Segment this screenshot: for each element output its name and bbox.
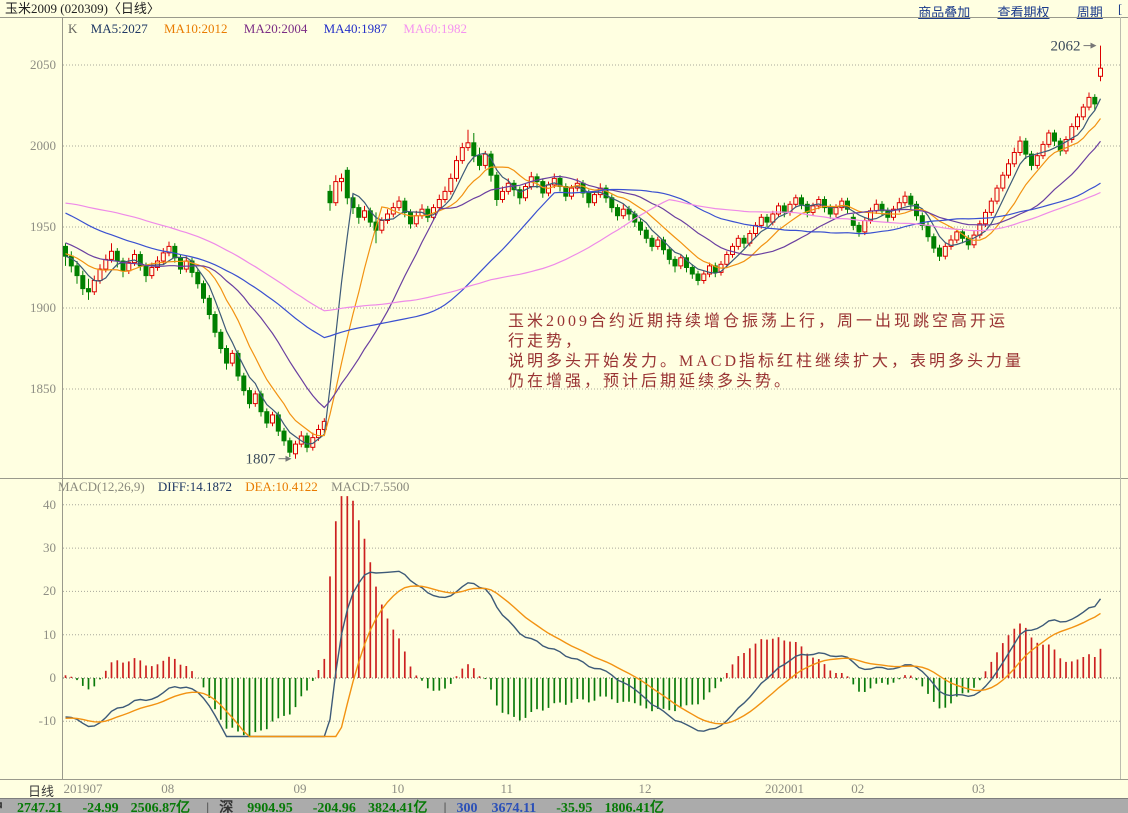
price-axis-label: 1950 bbox=[30, 219, 56, 234]
comment-line: 说明多头开始发力。MACD指标红柱继续扩大，表明多头力量 bbox=[508, 353, 1025, 370]
analysis-comment: 玉米2009合约近期持续增仓振荡上行，周一出现跳空高开运 行走势， 说明多头开始… bbox=[508, 312, 1024, 392]
month-label: 08 bbox=[161, 781, 175, 796]
macd-axis-label: 40 bbox=[43, 496, 56, 512]
macd-params: MACD(12,26,9) bbox=[58, 479, 145, 494]
ma20-legend: MA20:2004 bbox=[243, 21, 308, 36]
y-axis-line bbox=[62, 17, 63, 779]
index-change: -35.95 bbox=[556, 801, 593, 813]
comment-line: 行走势， bbox=[508, 333, 585, 350]
panel-divider bbox=[0, 478, 1128, 479]
month-label: 10 bbox=[391, 781, 405, 796]
price-axis-label: 2050 bbox=[30, 57, 56, 72]
index-change: -24.99 bbox=[82, 801, 119, 813]
diff-value: DIFF:14.1872 bbox=[157, 479, 232, 494]
top-bar: 玉米2009 (020309)〈日线〉 商品叠加 查看期权 周期 [ bbox=[0, 0, 1128, 20]
macd-axis-label: 30 bbox=[43, 540, 56, 556]
ma5-legend: MA5:2027 bbox=[90, 21, 148, 36]
dea-line bbox=[65, 585, 1101, 738]
ma10-legend: MA10:2012 bbox=[163, 21, 228, 36]
macd-gridlines bbox=[63, 504, 1120, 722]
top-menu: 商品叠加 查看期权 周期 [ bbox=[894, 0, 1124, 21]
main-gridlines bbox=[63, 64, 1120, 390]
price-annotation: 1807 bbox=[246, 452, 292, 468]
topbar-divider bbox=[0, 17, 1128, 18]
macd-value: MACD:7.5500 bbox=[331, 479, 410, 494]
month-label: 12 bbox=[638, 781, 652, 796]
price-axis-label: 2000 bbox=[30, 138, 56, 153]
kline-legend: K MA5:2027 MA10:2012 MA20:2004 MA40:1987… bbox=[68, 21, 480, 37]
index-value: 2747.21 bbox=[17, 801, 63, 813]
svg-text:1807: 1807 bbox=[246, 452, 277, 468]
month-label: 11 bbox=[500, 781, 514, 796]
period-label: 日线 bbox=[28, 784, 55, 799]
macd-axis-label: 20 bbox=[43, 583, 56, 599]
menu-clipped-item[interactable]: [ bbox=[1118, 1, 1123, 16]
menu-commodity-overlay[interactable]: 商品叠加 bbox=[918, 5, 971, 20]
month-label: 201907 bbox=[63, 781, 103, 796]
index-value: 9904.95 bbox=[247, 801, 293, 813]
svg-text:2062: 2062 bbox=[1051, 39, 1081, 55]
menu-view-options[interactable]: 查看期权 bbox=[997, 5, 1050, 20]
macd-axis-label: 10 bbox=[43, 626, 56, 642]
price-annotation: 2062 bbox=[1051, 39, 1097, 55]
index-label: 深 bbox=[219, 801, 234, 813]
price-axis-label: 1850 bbox=[30, 381, 56, 396]
time-axis-row: 日线 201907 08 09 10 11 12 202001 02 03 bbox=[0, 780, 1128, 799]
month-label: 202001 bbox=[765, 781, 804, 796]
index-amount: 2506.87亿 bbox=[130, 801, 191, 813]
macd-axis-label: 0 bbox=[49, 670, 57, 685]
ma-line-ma40 bbox=[65, 182, 1101, 339]
index-label: 300 bbox=[456, 801, 478, 813]
macd-histogram bbox=[64, 496, 1102, 737]
status-bar: 沪 2747.21 -24.99 2506.87亿 | 深 9904.95 -204.96 38… bbox=[0, 798, 1128, 813]
price-axis-label: 1900 bbox=[30, 300, 56, 315]
ma-line-ma60 bbox=[65, 191, 1101, 312]
macd-lines bbox=[65, 570, 1102, 738]
diff-line bbox=[65, 570, 1102, 738]
ma60-legend: MA60:1982 bbox=[403, 21, 467, 36]
month-label: 03 bbox=[972, 781, 985, 796]
comment-line: 仍在增强，预计后期延续多头势。 bbox=[508, 373, 794, 390]
index-change: -204.96 bbox=[312, 801, 356, 813]
month-label: 09 bbox=[293, 781, 307, 796]
dea-value: DEA:10.4122 bbox=[245, 479, 318, 494]
macd-axis-label: -10 bbox=[38, 713, 56, 729]
index-label: 沪 bbox=[0, 799, 3, 813]
right-border bbox=[1120, 17, 1121, 779]
macd-legend: MACD(12,26,9) DIFF:14.1872 DEA:10.4122 M… bbox=[58, 479, 419, 495]
ma40-legend: MA40:1987 bbox=[323, 21, 388, 36]
ma-lines bbox=[65, 98, 1102, 445]
contract-title: 玉米2009 (020309)〈日线〉 bbox=[5, 1, 160, 16]
menu-period[interactable]: 周期 bbox=[1076, 5, 1103, 20]
index-amount: 1806.41亿 bbox=[604, 801, 664, 813]
candlestick-series bbox=[63, 45, 1103, 459]
ma-line-ma5 bbox=[65, 98, 1102, 445]
status-separator: | bbox=[443, 801, 447, 813]
k-label: K bbox=[68, 21, 78, 36]
index-value: 3674.11 bbox=[491, 801, 537, 813]
month-label: 02 bbox=[851, 781, 865, 796]
ma-line-ma20 bbox=[65, 140, 1101, 409]
comment-line: 玉米2009合约近期持续增仓振荡上行，周一出现跳空高开运 bbox=[508, 313, 1009, 330]
index-amount: 3824.41亿 bbox=[367, 801, 428, 813]
status-separator: | bbox=[206, 801, 210, 813]
axis-divider bbox=[0, 779, 1128, 780]
